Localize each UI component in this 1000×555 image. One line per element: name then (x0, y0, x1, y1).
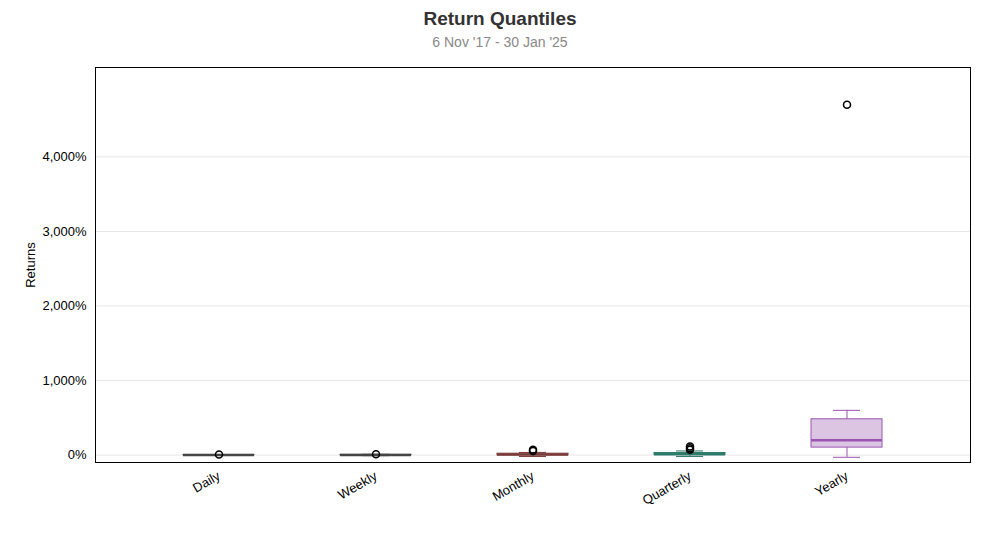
html-text:6 Nov '17 - 30 Jan '25: 6 Nov '17 - 30 Jan '25 (432, 34, 568, 50)
svg-text:Yearly: Yearly (812, 468, 851, 499)
svg-text:Returns: Returns (23, 242, 38, 288)
svg-text:Monthly: Monthly (490, 468, 537, 504)
svg-text:Daily: Daily (190, 468, 223, 496)
svg-text:4,000%: 4,000% (42, 149, 87, 164)
svg-text:1,000%: 1,000% (42, 373, 87, 388)
html-text:Return Quantiles: Return Quantiles (423, 8, 577, 29)
svg-text:0%: 0% (68, 447, 87, 462)
svg-text:Quarterly: Quarterly (640, 468, 694, 508)
svg-text:3,000%: 3,000% (42, 224, 87, 239)
svg-text:2,000%: 2,000% (42, 298, 87, 313)
svg-text:Weekly: Weekly (335, 468, 380, 502)
